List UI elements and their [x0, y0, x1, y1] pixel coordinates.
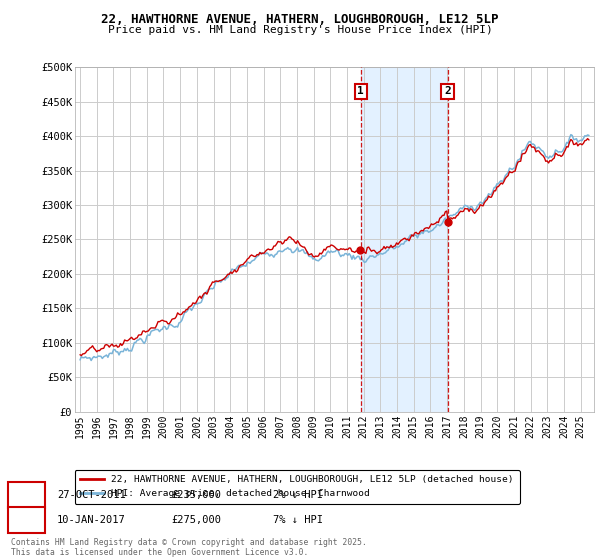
Text: 1: 1: [358, 86, 364, 96]
Text: 27-OCT-2011: 27-OCT-2011: [57, 490, 126, 500]
Text: 22, HAWTHORNE AVENUE, HATHERN, LOUGHBOROUGH, LE12 5LP: 22, HAWTHORNE AVENUE, HATHERN, LOUGHBORO…: [101, 13, 499, 26]
Text: Price paid vs. HM Land Registry's House Price Index (HPI): Price paid vs. HM Land Registry's House …: [107, 25, 493, 35]
Text: £275,000: £275,000: [171, 515, 221, 525]
Text: £235,000: £235,000: [171, 490, 221, 500]
Text: 2: 2: [444, 86, 451, 96]
Text: 2% ↓ HPI: 2% ↓ HPI: [273, 490, 323, 500]
Text: 2: 2: [23, 515, 30, 525]
Text: 1: 1: [23, 490, 30, 500]
Legend: 22, HAWTHORNE AVENUE, HATHERN, LOUGHBOROUGH, LE12 5LP (detached house), HPI: Ave: 22, HAWTHORNE AVENUE, HATHERN, LOUGHBORO…: [74, 470, 520, 504]
Bar: [361, 67, 448, 412]
Text: 10-JAN-2017: 10-JAN-2017: [57, 515, 126, 525]
Text: Contains HM Land Registry data © Crown copyright and database right 2025.
This d: Contains HM Land Registry data © Crown c…: [11, 538, 367, 557]
Text: 7% ↓ HPI: 7% ↓ HPI: [273, 515, 323, 525]
